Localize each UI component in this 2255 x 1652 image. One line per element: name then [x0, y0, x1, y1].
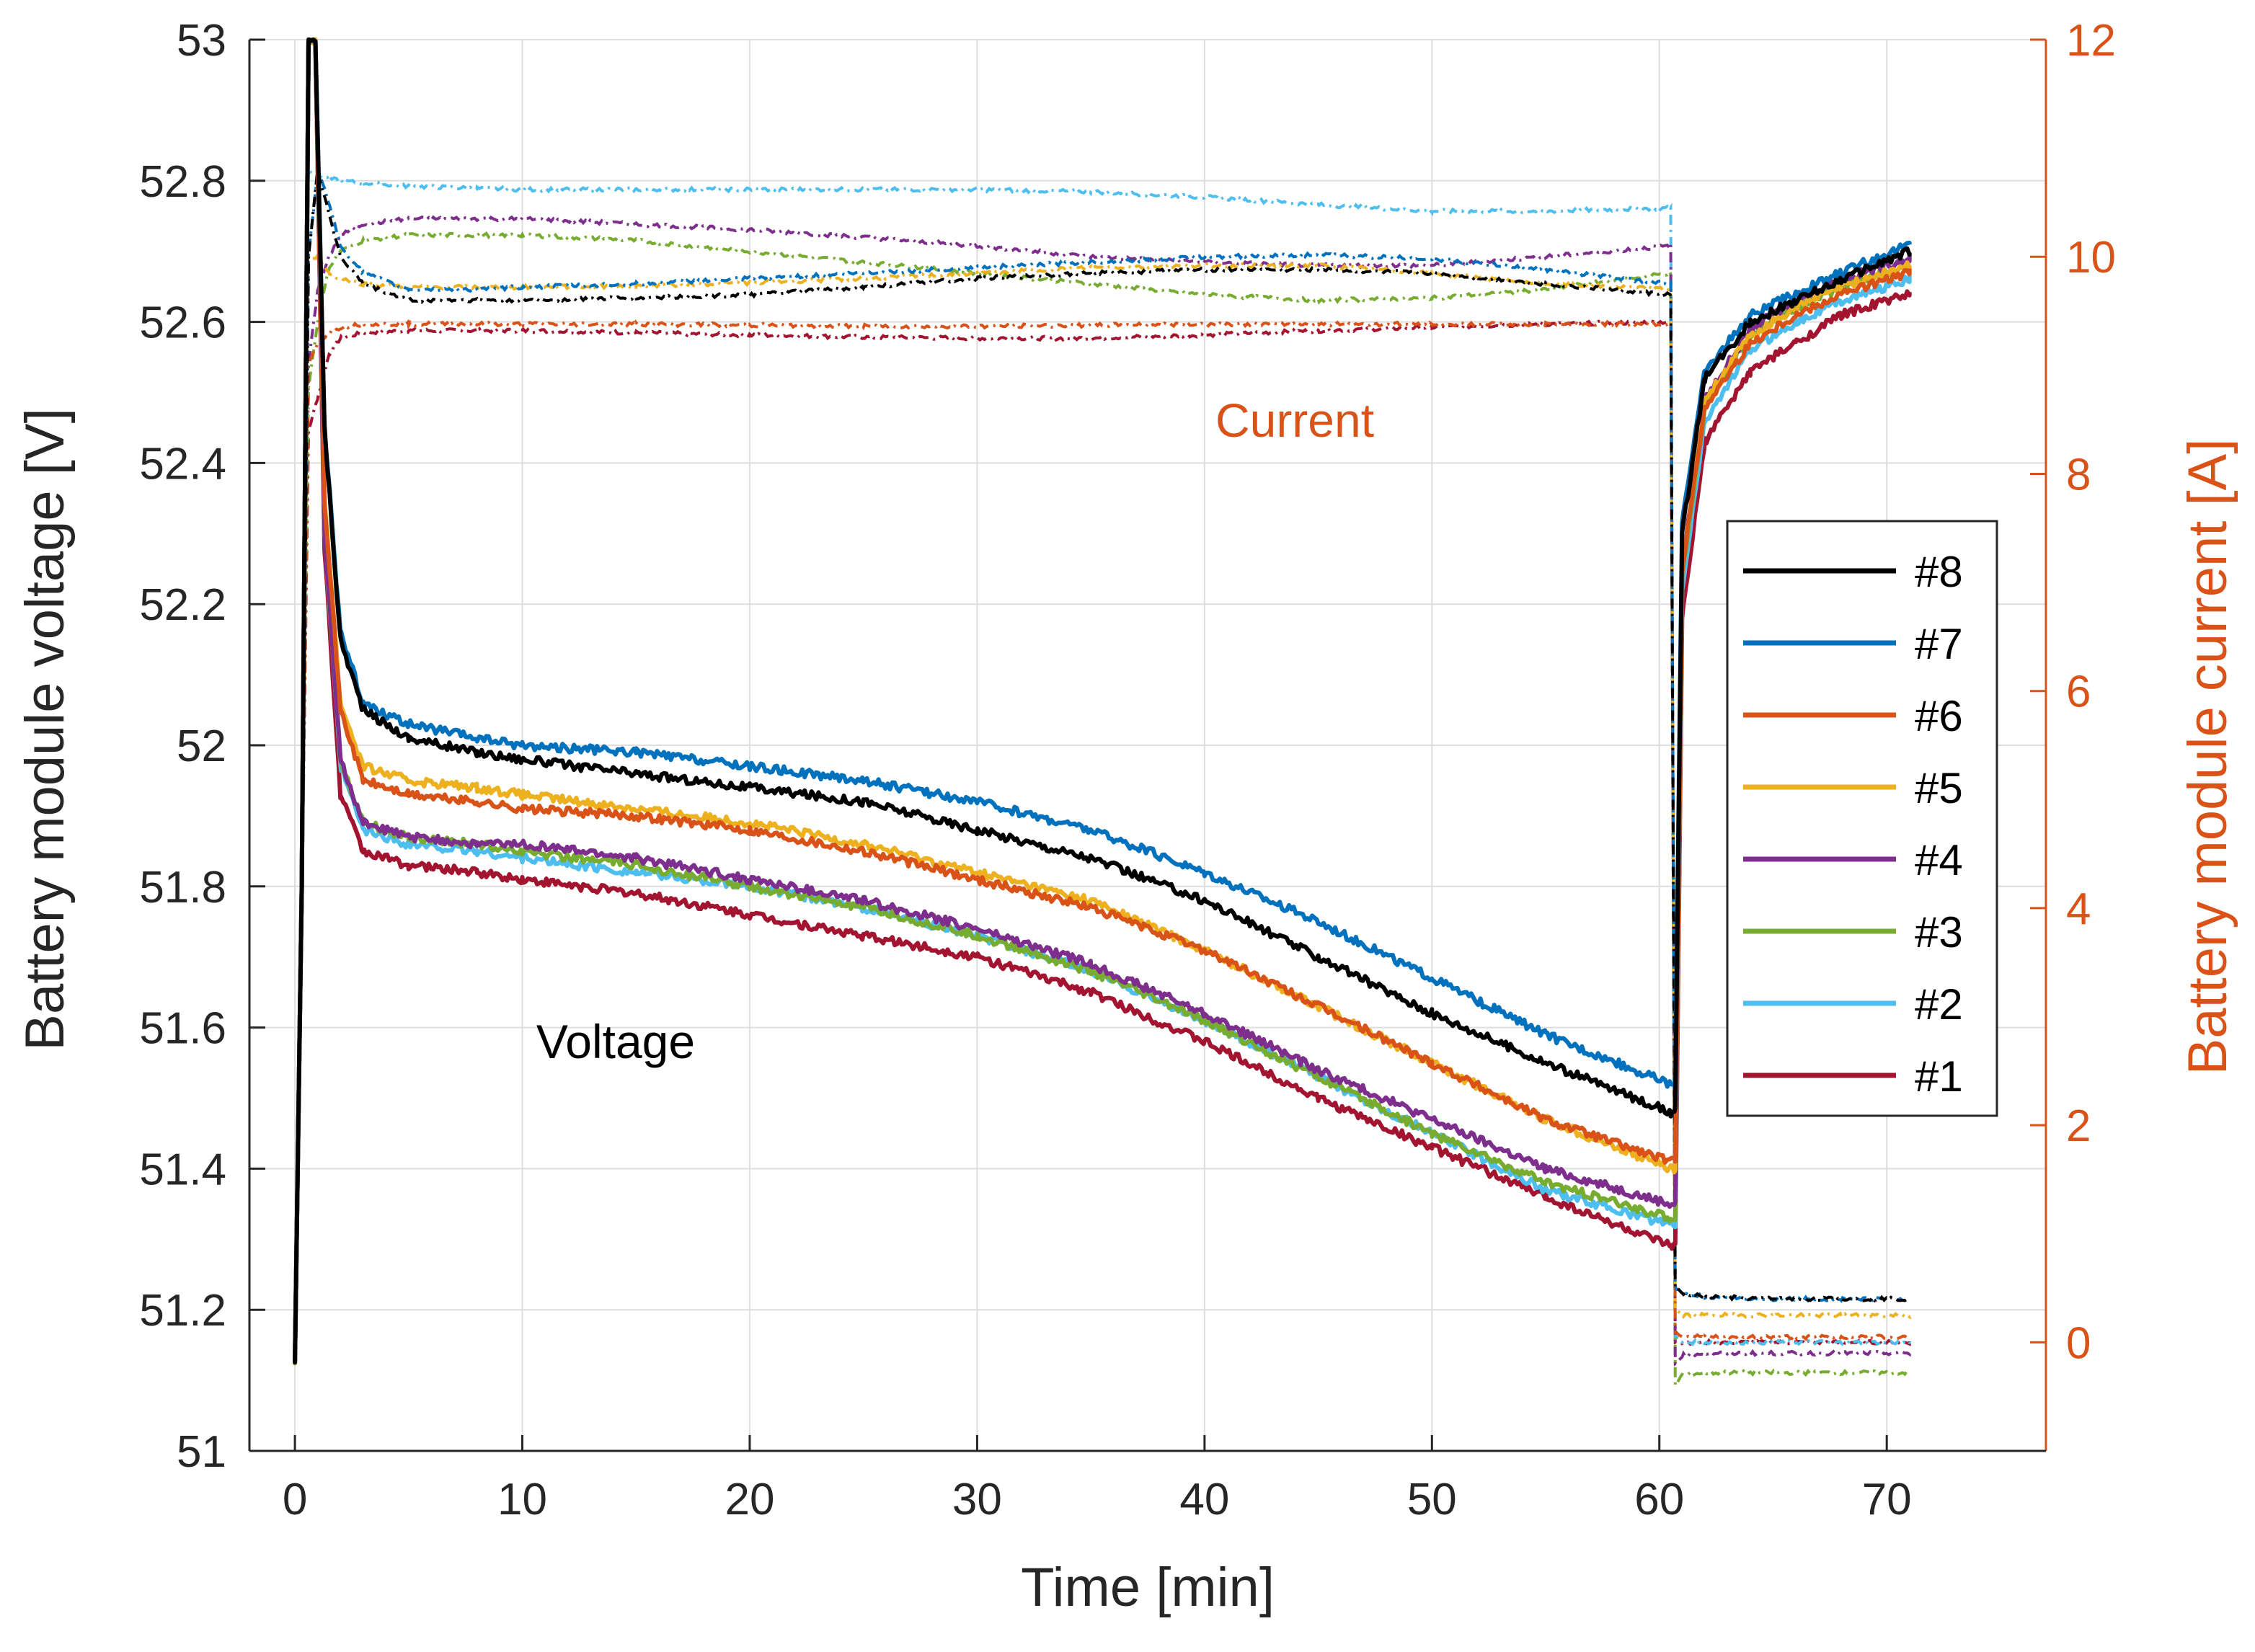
y-tick-label-7: 52.4 — [139, 439, 226, 489]
voltage-line-4 — [293, 37, 1912, 1362]
y2-tick-label-5: 10 — [2066, 233, 2116, 283]
x-tick-label-1: 10 — [497, 1475, 547, 1524]
legend-label-4: #4 — [1915, 836, 1963, 884]
voltage-line-3 — [293, 37, 1912, 1366]
y2-axis-label: Battery module current [A] — [2177, 439, 2238, 1075]
y2-tick-label-1: 2 — [2066, 1101, 2091, 1151]
annotation-current: Current — [1215, 394, 1374, 447]
annotation-voltage: Voltage — [536, 1015, 695, 1068]
y-tick-label-1: 51.2 — [139, 1286, 226, 1336]
x-tick-label-2: 20 — [725, 1475, 774, 1524]
current-line-2 — [293, 166, 1911, 1347]
legend-label-5: #5 — [1915, 764, 1963, 812]
x-tick-label-7: 70 — [1862, 1475, 1912, 1524]
current-line-4 — [293, 215, 1911, 1367]
legend: #8 #7 #6 #5 #4 #3 #2 #1 — [1726, 520, 1998, 1117]
y-tick-label-6: 52.2 — [139, 580, 226, 630]
current-line-7 — [293, 167, 1911, 1344]
legend-label-3: #3 — [1915, 908, 1963, 956]
y-tick-label-2: 51.4 — [139, 1145, 226, 1194]
y-tick-label-5: 52 — [177, 721, 226, 771]
y-tick-label-9: 52.8 — [139, 157, 226, 207]
current-line-6 — [293, 319, 1911, 1344]
y2-tick-label-2: 4 — [2066, 884, 2091, 934]
y-tick-label-8: 52.6 — [139, 298, 226, 348]
x-tick-label-4: 40 — [1179, 1475, 1229, 1524]
y2-tick-label-0: 0 — [2066, 1318, 2091, 1368]
y-axis-label: Battery module voltage [V] — [14, 408, 76, 1050]
current-series-group — [293, 166, 1911, 1387]
current-line-3 — [293, 231, 1911, 1387]
x-axis-label: Time [min] — [1021, 1557, 1275, 1618]
voltage-series-group — [293, 37, 1912, 1366]
y-tick-label-4: 51.8 — [139, 863, 226, 912]
y-tick-label-0: 51 — [177, 1427, 226, 1477]
legend-label-1: #1 — [1915, 1052, 1963, 1101]
legend-label-2: #2 — [1915, 980, 1963, 1029]
x-tick-label-5: 50 — [1407, 1475, 1457, 1524]
current-line-8 — [293, 167, 1911, 1344]
voltage-line-8 — [293, 37, 1912, 1364]
y2-tick-label-3: 6 — [2066, 667, 2091, 717]
tick-labels: 0 10 20 30 40 50 60 705151.251.451.651.85252.25… — [139, 16, 2116, 1524]
y-tick-label-10: 53 — [177, 16, 226, 66]
legend-label-8: #8 — [1915, 548, 1963, 596]
current-line-5 — [293, 251, 1911, 1344]
x-tick-label-0: 0 — [283, 1475, 307, 1524]
axes — [248, 38, 2047, 1452]
voltage-line-6 — [293, 37, 1912, 1364]
voltage-line-7 — [293, 37, 1912, 1359]
x-tick-label-3: 30 — [952, 1475, 1002, 1524]
voltage-line-5 — [293, 37, 1912, 1359]
legend-label-7: #7 — [1915, 620, 1963, 668]
legend-label-6: #6 — [1915, 692, 1963, 740]
voltage-line-1 — [293, 37, 1912, 1366]
legend-box — [1726, 520, 1998, 1117]
y2-tick-label-4: 8 — [2066, 450, 2091, 499]
x-tick-label-6: 60 — [1634, 1475, 1684, 1524]
y-tick-label-3: 51.6 — [139, 1004, 226, 1054]
y2-tick-label-6: 12 — [2066, 16, 2116, 66]
